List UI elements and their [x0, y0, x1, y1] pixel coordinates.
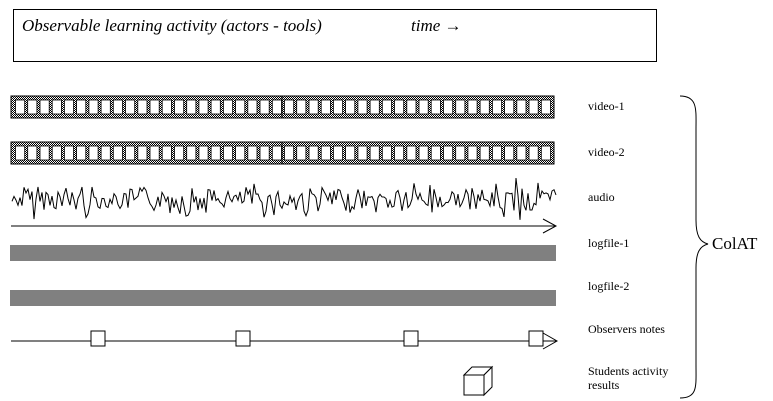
track-label-video-1: video-1 [588, 99, 625, 113]
note-marker [91, 331, 105, 346]
track-label-students-activity: Students activity results [588, 364, 698, 392]
colat-brace [680, 96, 708, 398]
logfile-2-bar [11, 290, 555, 306]
track-label-observers-notes: Observers notes [588, 322, 665, 336]
activity-results-cube-icon [464, 367, 492, 395]
track-label-audio: audio [588, 190, 615, 204]
track-label-logfile-2: logfile-2 [588, 279, 629, 293]
note-marker [404, 331, 418, 346]
colat-label: ColAT [712, 234, 757, 254]
note-marker [236, 331, 250, 346]
note-marker [529, 331, 543, 346]
logfile-1-bar [11, 245, 555, 261]
video-1-film-strip [11, 96, 554, 118]
track-label-logfile-1: logfile-1 [588, 236, 629, 250]
observers-notes-timeline [11, 331, 557, 349]
video-2-film-strip [11, 142, 554, 164]
track-label-video-2: video-2 [588, 145, 625, 159]
audio-waveform [11, 178, 556, 233]
